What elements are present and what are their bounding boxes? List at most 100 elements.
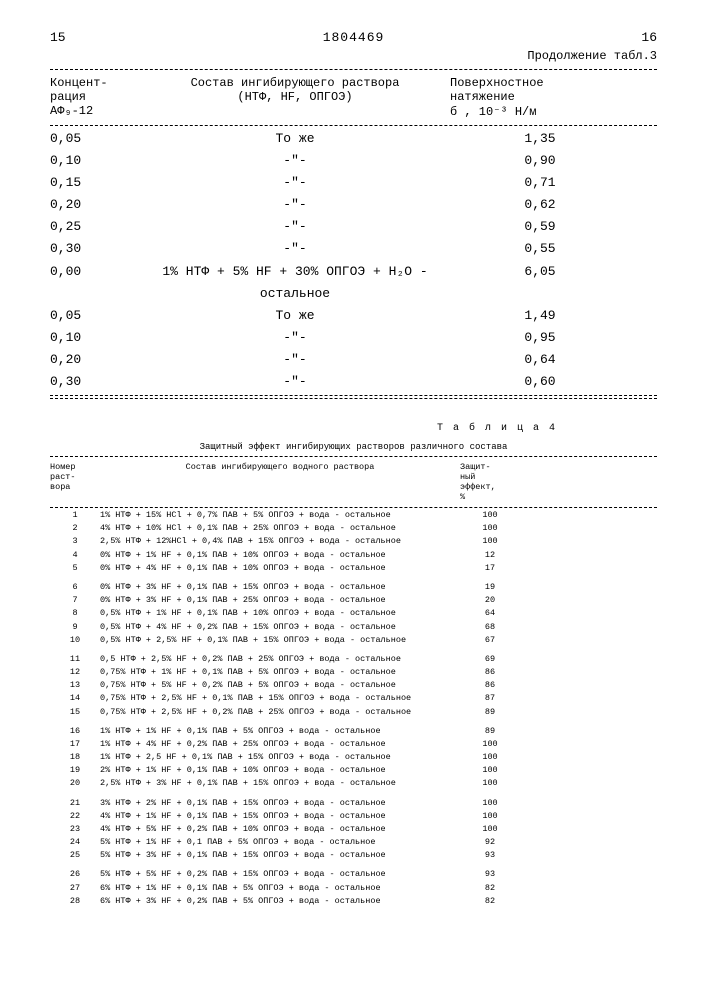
table4-row: 224% НТФ + 1% HF + 0,1% ПАВ + 15% ОПГОЭ … xyxy=(50,810,657,823)
table4-cell-effect: 100 xyxy=(460,823,520,836)
table4-cell-number: 7 xyxy=(50,594,100,607)
table4-cell-number: 21 xyxy=(50,797,100,810)
table4-cell-composition: 1% НТФ + 4% HF + 0,2% ПАВ + 25% ОПГОЭ + … xyxy=(100,738,460,751)
table3-row: 0,05То же1,35 xyxy=(50,128,657,150)
table4-cell-effect: 20 xyxy=(460,594,520,607)
table4-cell-number: 11 xyxy=(50,653,100,666)
table3-cell-tension: 0,71 xyxy=(450,172,630,194)
table4-cell-composition: 0,75% НТФ + 2,5% HF + 0,1% ПАВ + 15% ОПГ… xyxy=(100,692,460,705)
table4-cell-effect: 87 xyxy=(460,692,520,705)
table4-row: 60% НТФ + 3% HF + 0,1% ПАВ + 15% ОПГОЭ +… xyxy=(50,581,657,594)
table4-cell-effect: 69 xyxy=(460,653,520,666)
table4-cell-effect: 67 xyxy=(460,634,520,647)
table4-cell-number: 19 xyxy=(50,764,100,777)
table4-cell-number: 12 xyxy=(50,666,100,679)
table3-cell-concentration: 0,10 xyxy=(50,327,140,349)
table4-cell-effect: 100 xyxy=(460,810,520,823)
table3-row: 0,30-"-0,60 xyxy=(50,371,657,393)
table3-cell-tension: 0,55 xyxy=(450,238,630,260)
table4-body: 11% НТФ + 15% HCl + 0,7% ПАВ + 5% ОПГОЭ … xyxy=(50,509,657,908)
table4-cell-effect: 12 xyxy=(460,549,520,562)
table4-cell-number: 16 xyxy=(50,725,100,738)
table3-cell-composition: -"- xyxy=(140,216,450,238)
table3-cell-tension: 1,35 xyxy=(450,128,630,150)
table4-cell-number: 6 xyxy=(50,581,100,594)
table4-row: 150,75% НТФ + 2,5% HF + 0,2% ПАВ + 25% О… xyxy=(50,706,657,719)
table4-row: 100,5% НТФ + 2,5% HF + 0,1% ПАВ + 15% ОП… xyxy=(50,634,657,647)
table3-header-composition: Состав ингибирующего раствора (НТФ, HF, … xyxy=(140,76,450,119)
table4-cell-composition: 0,75% НТФ + 5% HF + 0,2% ПАВ + 5% ОПГОЭ … xyxy=(100,679,460,692)
table4-cell-composition: 0,5% НТФ + 2,5% HF + 0,1% ПАВ + 15% ОПГО… xyxy=(100,634,460,647)
table4-cell-number: 24 xyxy=(50,836,100,849)
table3-row: 0,10-"-0,90 xyxy=(50,150,657,172)
table3-cell-concentration: 0,10 xyxy=(50,150,140,172)
table4-row: 90,5% НТФ + 4% HF + 0,2% ПАВ + 15% ОПГОЭ… xyxy=(50,621,657,634)
table4-cell-number: 13 xyxy=(50,679,100,692)
table3-cell-concentration: 0,25 xyxy=(50,216,140,238)
table4-cell-effect: 82 xyxy=(460,882,520,895)
table3-row: 0,001% НТФ + 5% HF + 30% ОПГОЭ + H₂O - о… xyxy=(50,261,657,305)
table3-cell-composition: -"- xyxy=(140,172,450,194)
table4-cell-effect: 68 xyxy=(460,621,520,634)
table4-cell-composition: 0,5 НТФ + 2,5% HF + 0,2% ПАВ + 25% ОПГОЭ… xyxy=(100,653,460,666)
table4-cell-number: 20 xyxy=(50,777,100,790)
table4-cell-composition: 4% НТФ + 5% HF + 0,2% ПАВ + 10% ОПГОЭ + … xyxy=(100,823,460,836)
table4-cell-effect: 100 xyxy=(460,797,520,810)
table4-cell-number: 14 xyxy=(50,692,100,705)
table4-cell-composition: 2% НТФ + 1% HF + 0,1% ПАВ + 10% ОПГОЭ + … xyxy=(100,764,460,777)
table4-cell-composition: 6% НТФ + 1% HF + 0,1% ПАВ + 5% ОПГОЭ + в… xyxy=(100,882,460,895)
table4-cell-number: 8 xyxy=(50,607,100,620)
table3-cell-composition: 1% НТФ + 5% HF + 30% ОПГОЭ + H₂O - остал… xyxy=(140,261,450,305)
table4-cell-composition: 1% НТФ + 1% HF + 0,1% ПАВ + 5% ОПГОЭ + в… xyxy=(100,725,460,738)
table4-cell-number: 17 xyxy=(50,738,100,751)
table4-cell-number: 10 xyxy=(50,634,100,647)
table4-row: 161% НТФ + 1% HF + 0,1% ПАВ + 5% ОПГОЭ +… xyxy=(50,725,657,738)
table3-cell-concentration: 0,30 xyxy=(50,371,140,393)
table3-header: Концент- рация АФ₉-12 Состав ингибирующе… xyxy=(50,72,657,123)
table4-cell-effect: 17 xyxy=(460,562,520,575)
table4-cell-number: 1 xyxy=(50,509,100,522)
table3-cell-tension: 1,49 xyxy=(450,305,630,327)
table3-body: 0,05То же1,350,10-"-0,900,15-"-0,710,20-… xyxy=(50,128,657,393)
table4-cell-composition: 0,75% НТФ + 1% HF + 0,1% ПАВ + 5% ОПГОЭ … xyxy=(100,666,460,679)
table3-row: 0,20-"-0,62 xyxy=(50,194,657,216)
divider xyxy=(50,69,657,70)
table4-cell-effect: 100 xyxy=(460,522,520,535)
table4-row: 234% НТФ + 5% HF + 0,2% ПАВ + 10% ОПГОЭ … xyxy=(50,823,657,836)
table4-cell-effect: 86 xyxy=(460,666,520,679)
table4-row: 40% НТФ + 1% HF + 0,1% ПАВ + 10% ОПГОЭ +… xyxy=(50,549,657,562)
table4-cell-effect: 100 xyxy=(460,535,520,548)
table3-cell-concentration: 0,20 xyxy=(50,349,140,371)
table3-header-concentration: Концент- рация АФ₉-12 xyxy=(50,76,140,119)
table4-cell-effect: 89 xyxy=(460,725,520,738)
table4-row: 50% НТФ + 4% HF + 0,1% ПАВ + 10% ОПГОЭ +… xyxy=(50,562,657,575)
table4-row: 245% НТФ + 1% HF + 0,1 ПАВ + 5% ОПГОЭ + … xyxy=(50,836,657,849)
table3-cell-tension: 0,60 xyxy=(450,371,630,393)
table4-cell-composition: 5% НТФ + 1% HF + 0,1 ПАВ + 5% ОПГОЭ + во… xyxy=(100,836,460,849)
table4-cell-number: 25 xyxy=(50,849,100,862)
table3-cell-tension: 6,05 xyxy=(450,261,630,305)
table4-header-composition: Состав ингибирующего водного раствора xyxy=(100,462,460,502)
table4-cell-effect: 100 xyxy=(460,509,520,522)
table4-cell-number: 22 xyxy=(50,810,100,823)
table4-row: 140,75% НТФ + 2,5% HF + 0,1% ПАВ + 15% О… xyxy=(50,692,657,705)
table4-cell-composition: 1% НТФ + 2,5 HF + 0,1% ПАВ + 15% ОПГОЭ +… xyxy=(100,751,460,764)
divider xyxy=(50,456,657,457)
table3-cell-concentration: 0,00 xyxy=(50,261,140,305)
table3-cell-tension: 0,62 xyxy=(450,194,630,216)
table4-header-effect: Защит- ный эффект, % xyxy=(460,462,520,502)
table4-cell-composition: 0,5% НТФ + 1% HF + 0,1% ПАВ + 10% ОПГОЭ … xyxy=(100,607,460,620)
table3-cell-composition: -"- xyxy=(140,150,450,172)
table4-header: Номер раст- вора Состав ингибирующего во… xyxy=(50,458,657,506)
divider xyxy=(50,395,657,396)
table4-subtitle: Защитный эффект ингибирующих растворов р… xyxy=(50,442,657,452)
table4-row: 213% НТФ + 2% HF + 0,1% ПАВ + 15% ОПГОЭ … xyxy=(50,797,657,810)
table3-cell-concentration: 0,05 xyxy=(50,305,140,327)
document-number: 1804469 xyxy=(66,30,642,45)
table3-cell-concentration: 0,05 xyxy=(50,128,140,150)
table3-cell-composition: -"- xyxy=(140,194,450,216)
table3-cell-concentration: 0,20 xyxy=(50,194,140,216)
table4-cell-composition: 0% НТФ + 3% HF + 0,1% ПАВ + 25% ОПГОЭ + … xyxy=(100,594,460,607)
table3-row: 0,05То же1,49 xyxy=(50,305,657,327)
table4-cell-effect: 93 xyxy=(460,868,520,881)
